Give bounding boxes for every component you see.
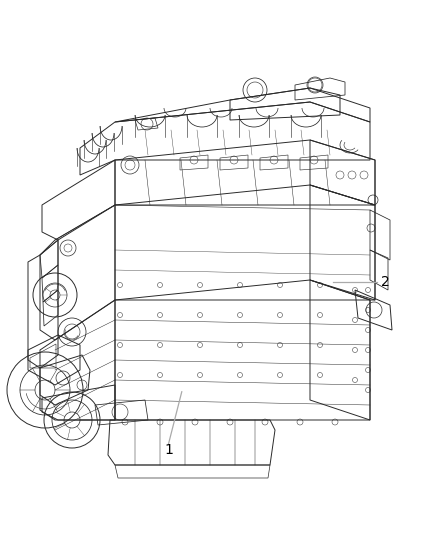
Text: 2: 2 [381,276,390,289]
Text: 1: 1 [164,443,173,457]
